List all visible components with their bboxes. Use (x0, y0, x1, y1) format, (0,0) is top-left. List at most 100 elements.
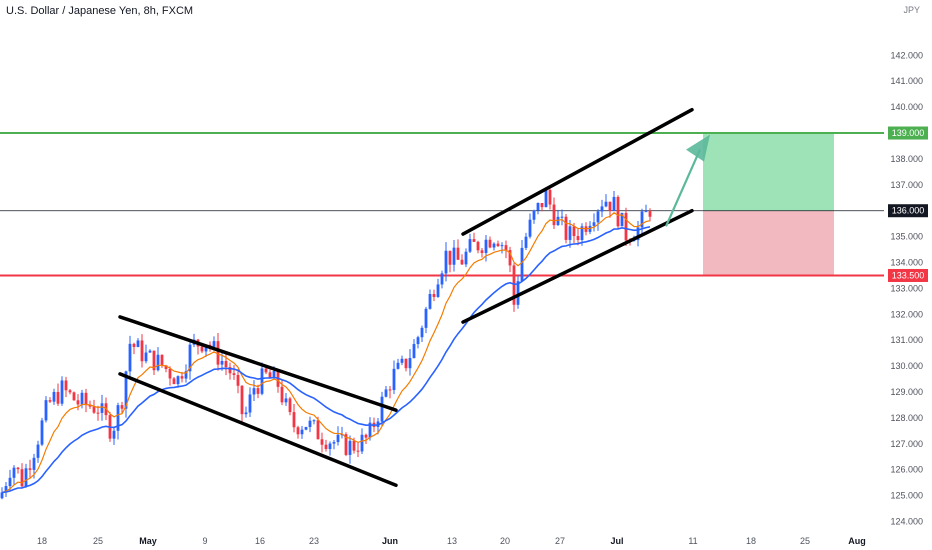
price-tag-support (888, 268, 928, 282)
price-tick-label: 132.000 (890, 309, 923, 319)
candle-up (416, 337, 420, 345)
price-tag-label: 133.500 (892, 270, 925, 280)
candle-down (88, 404, 92, 407)
candle-up (4, 486, 8, 493)
candle-up (384, 389, 388, 397)
moving-average-line-2 (1, 226, 651, 494)
candle-down (200, 346, 204, 352)
time-tick-label: 11 (688, 536, 697, 546)
candle-up (248, 394, 252, 413)
candle-up (148, 350, 152, 353)
candle-down (48, 400, 52, 402)
candle-up (516, 281, 520, 305)
candle-down (548, 189, 552, 205)
plot-area (0, 107, 884, 500)
candle-up (0, 492, 4, 499)
candle-down (616, 196, 620, 227)
candle-down (140, 340, 144, 362)
price-tick-label: 131.000 (890, 335, 923, 345)
candle-down (120, 405, 124, 409)
candle-up (36, 444, 40, 458)
price-tick-label: 130.000 (890, 361, 923, 371)
candle-down (508, 250, 512, 266)
candle-up (392, 368, 396, 391)
candle-down (540, 203, 544, 208)
candle-up (600, 206, 604, 212)
candle-up (212, 341, 216, 347)
price-tag-current (888, 204, 928, 218)
candle-down (256, 388, 260, 394)
candle-down (236, 374, 240, 386)
candle-down (552, 204, 556, 226)
candle-down (388, 389, 392, 391)
candle-down (172, 378, 176, 385)
candle-up (272, 370, 276, 379)
candle-up (560, 216, 564, 218)
candle-up (128, 343, 132, 372)
candle-up (32, 457, 36, 470)
candle-down (92, 406, 96, 413)
candle-up (520, 247, 524, 282)
time-tick-label: Jun (382, 536, 398, 546)
candle-up (348, 440, 352, 455)
candle-up (428, 293, 432, 309)
candle-up (284, 398, 288, 403)
candle-down (240, 385, 244, 415)
candle-down (72, 392, 76, 401)
candle-down (280, 386, 284, 403)
candle-up (12, 467, 16, 478)
price-tick-label: 141.000 (890, 76, 923, 86)
candle-down (504, 245, 508, 251)
candle-down (344, 434, 348, 455)
candle-down (456, 247, 460, 260)
candle-up (44, 400, 48, 421)
candle-up (532, 210, 536, 220)
candle-down (164, 365, 168, 369)
candle-down (152, 350, 156, 371)
candle-up (612, 196, 616, 211)
candle-up (580, 226, 584, 240)
candle-down (96, 412, 100, 414)
candle-down (28, 468, 32, 470)
candle-up (312, 420, 316, 422)
candle-up (380, 396, 384, 422)
candle-down (324, 444, 328, 449)
target-arrow-head (686, 134, 710, 162)
time-tick-label: May (139, 536, 157, 546)
candle-up (544, 189, 548, 208)
candle-up (484, 239, 488, 253)
candle-up (188, 344, 192, 372)
candle-down (432, 293, 436, 297)
candle-down (404, 358, 408, 369)
candle-up (252, 388, 256, 395)
candle-down (364, 434, 368, 438)
candle-down (20, 469, 24, 487)
candle-down (572, 226, 576, 237)
candle-down (476, 241, 480, 251)
rising-channel-top-line (461, 107, 694, 236)
candle-up (500, 245, 504, 247)
time-tick-label: 20 (500, 536, 510, 546)
time-tick-label: 25 (800, 536, 810, 546)
candle-up (308, 420, 312, 428)
candle-down (648, 211, 652, 217)
candle-up (336, 434, 340, 443)
candle-up (604, 201, 608, 207)
candle-down (16, 467, 20, 470)
candle-down (56, 391, 60, 404)
candle-down (132, 343, 136, 347)
candle-up (112, 430, 116, 439)
candle-up (156, 354, 160, 371)
time-tick-label: 16 (255, 536, 265, 546)
candle-down (608, 201, 612, 211)
rising-channel-bottom-line (461, 208, 694, 324)
time-tick-label: 23 (309, 536, 319, 546)
candle-down (316, 420, 320, 440)
price-tick-label: 129.000 (890, 387, 923, 397)
candle-up (644, 211, 648, 213)
candle-up (556, 216, 560, 226)
candle-up (8, 477, 12, 487)
candle-down (296, 427, 300, 435)
candle-up (332, 442, 336, 444)
